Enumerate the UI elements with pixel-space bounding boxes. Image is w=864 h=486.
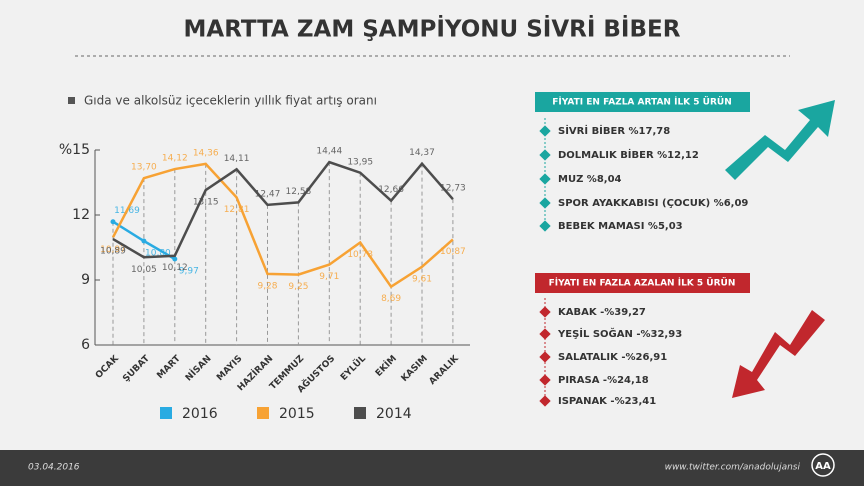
bullet (539, 351, 551, 363)
bullet (539, 220, 551, 232)
data-label: 12,47 (255, 189, 281, 199)
rising-title: FİYATI EN FAZLA ARTAN İLK 5 ÜRÜN (552, 97, 732, 108)
data-label: 10,05 (131, 265, 157, 275)
data-label: 13,70 (131, 163, 157, 173)
data-label: 10,12 (162, 263, 188, 273)
rising-header (535, 92, 750, 112)
series-line (111, 162, 454, 289)
falling-arrow (732, 310, 825, 398)
list-item: KABAK -%39,27 (558, 307, 646, 318)
bullet (539, 395, 551, 407)
data-label: 9,25 (288, 282, 308, 292)
list-item: SPOR AYAKKABISI (ÇOCUK) %6,09 (558, 198, 748, 209)
data-label: 10,87 (440, 247, 466, 257)
bullet (539, 173, 551, 185)
subtitle-bullet (68, 97, 75, 104)
data-label: 13,95 (347, 157, 373, 167)
data-label: 14,37 (409, 148, 435, 158)
footer-bar (0, 450, 864, 486)
bullet (539, 328, 551, 340)
data-label: 10,97 (100, 245, 126, 255)
logo: AA (815, 461, 831, 472)
bullet (539, 374, 551, 386)
list-item: YEŞİL SOĞAN -%32,93 (557, 326, 682, 340)
data-label: 14,44 (316, 147, 342, 157)
point (141, 238, 147, 244)
footer-date: 03.04.2016 (28, 463, 80, 473)
data-label: 9,61 (412, 274, 432, 284)
series-line (112, 160, 454, 259)
y-tick-label: 6 (81, 337, 90, 353)
legend-label: 2016 (182, 406, 218, 422)
y-tick-label: 9 (81, 272, 90, 288)
falling-header (535, 273, 750, 293)
legend-swatch (257, 407, 269, 419)
data-label: 14,12 (162, 154, 188, 164)
y-tick-label: %15 (59, 142, 90, 158)
data-label: 12,66 (378, 185, 404, 195)
list-item: SİVRİ BİBER %17,78 (558, 123, 670, 137)
legend-swatch (354, 407, 366, 419)
data-label: 12,58 (286, 187, 312, 197)
falling-title: FİYATI EN FAZLA AZALAN İLK 5 ÜRÜN (549, 278, 736, 289)
list-item: SALATALIK -%26,91 (558, 352, 667, 363)
data-label: 9,71 (319, 272, 339, 282)
footer-link: www.twitter.com/anadolujansi (665, 463, 801, 473)
data-label: 12,81 (224, 205, 250, 215)
data-label: 10,89 (100, 247, 126, 257)
bullet (539, 149, 551, 161)
data-label: 10,73 (347, 250, 373, 260)
logo-ring (811, 453, 835, 477)
list-item: ISPANAK -%23,41 (558, 396, 656, 407)
data-label: 9,28 (257, 281, 277, 291)
list-item: MUZ %8,04 (558, 174, 622, 185)
data-label: 12,73 (440, 184, 466, 194)
y-tick-label: 12 (72, 207, 90, 223)
point (172, 256, 178, 262)
title: MARTTA ZAM ŞAMPİYONU SİVRİ BİBER (184, 15, 681, 43)
list-item: BEBEK MAMASI %5,03 (558, 221, 683, 232)
bullet (539, 197, 551, 209)
legend-swatch (160, 407, 172, 419)
data-label: 13,15 (193, 198, 219, 208)
data-label: 9,97 (179, 266, 199, 276)
subtitle: Gıda ve alkolsüz içeceklerin yıllık fiya… (84, 94, 377, 108)
list-item: PIRASA -%24,18 (558, 375, 649, 386)
data-label: 10,80 (145, 249, 171, 259)
data-label: 8,69 (381, 294, 401, 304)
bullet (539, 306, 551, 318)
data-label: 14,36 (193, 148, 219, 158)
point (110, 219, 116, 225)
data-label: 14,11 (224, 154, 250, 164)
legend-label: 2015 (279, 406, 315, 422)
legend-label: 2014 (376, 406, 412, 422)
rising-arrow (725, 100, 835, 180)
list-item: DOLMALIK BİBER %12,12 (558, 147, 699, 161)
